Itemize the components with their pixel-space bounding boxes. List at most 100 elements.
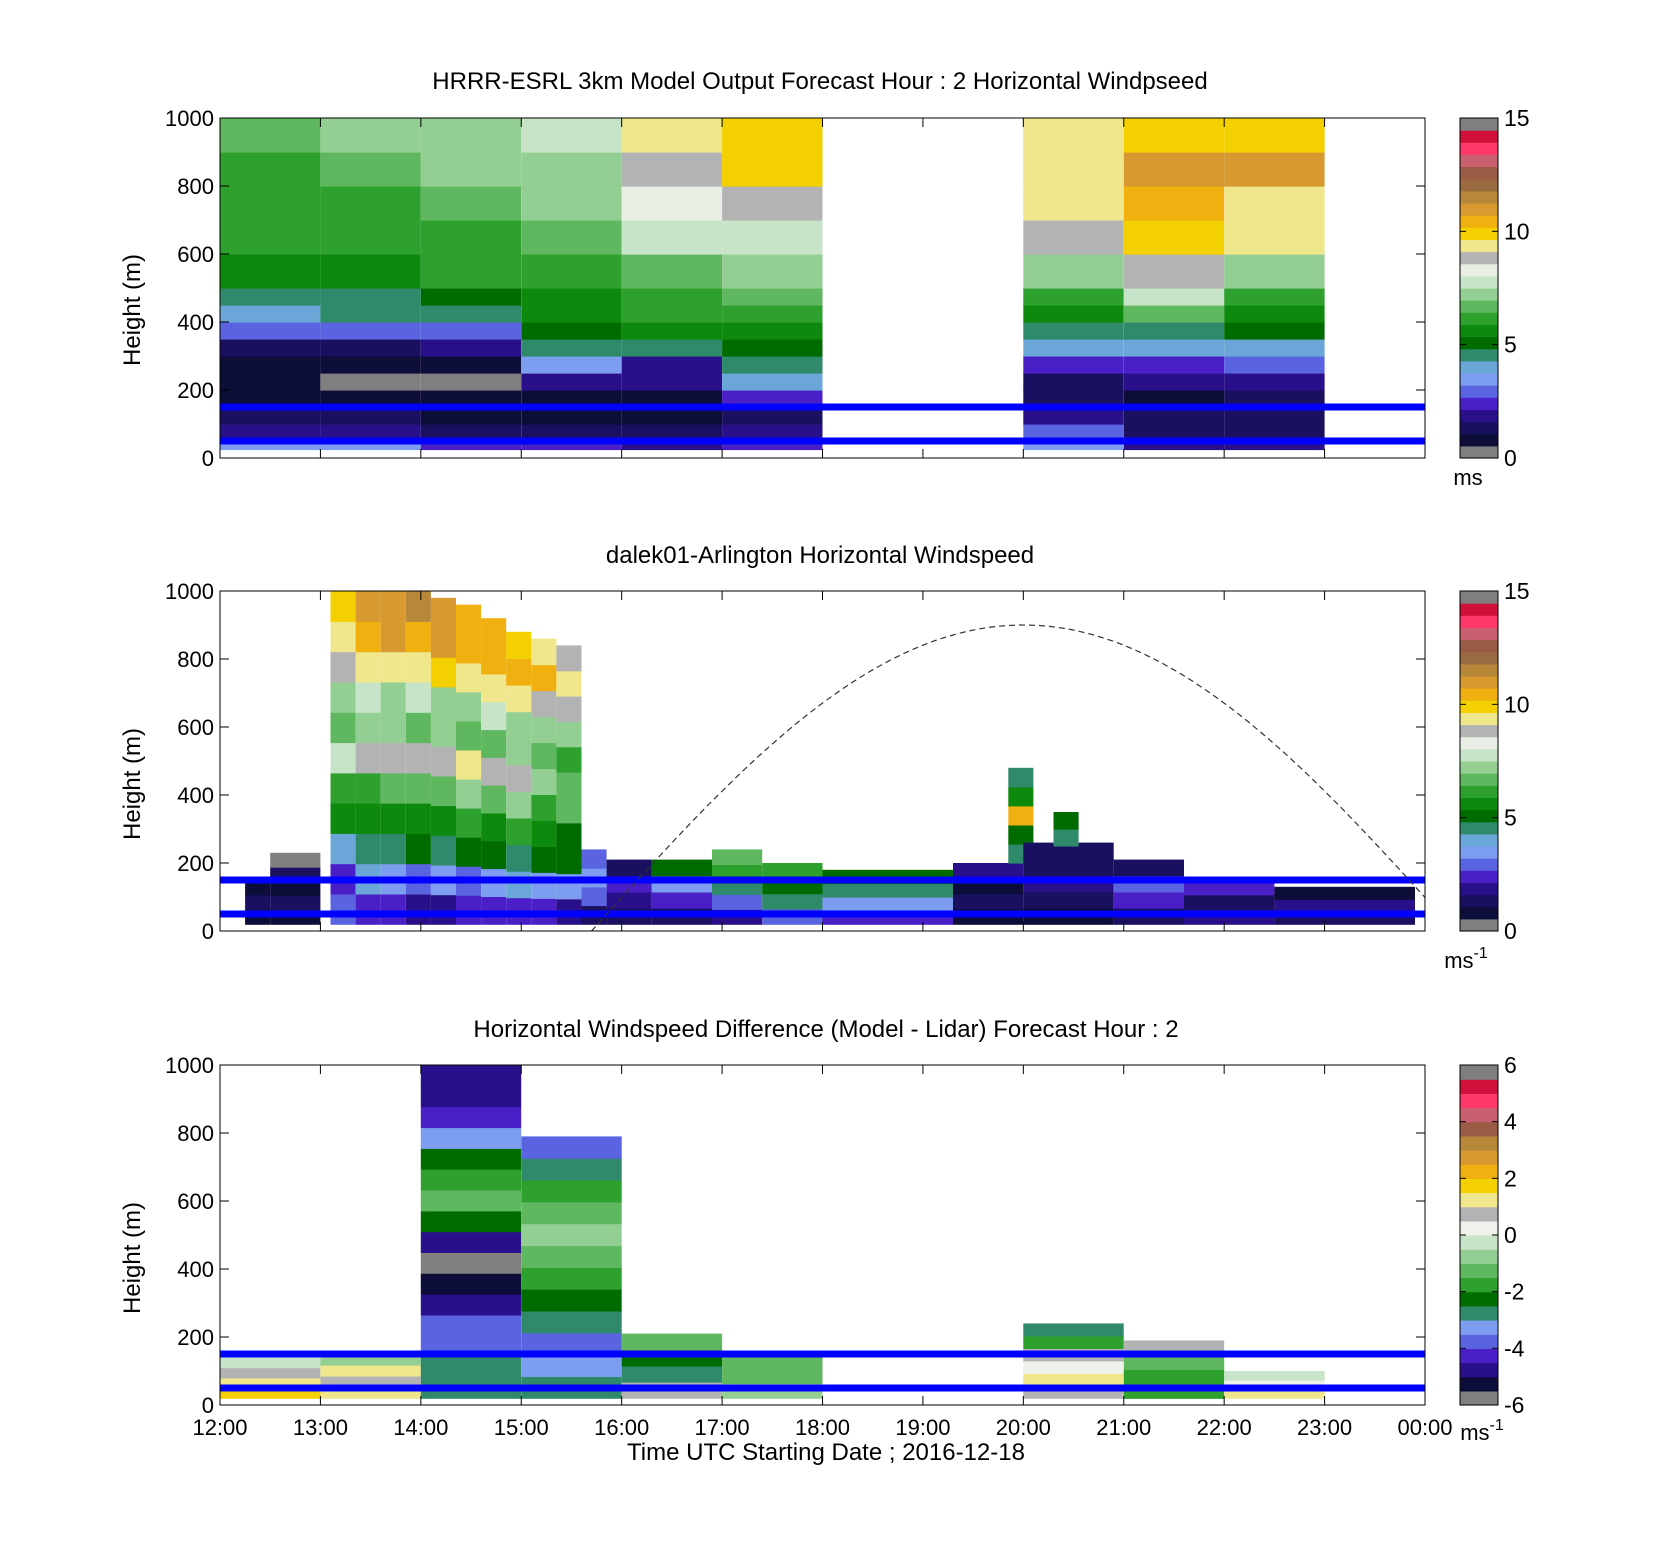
heatmap-cell	[722, 407, 823, 425]
heatmap-cell	[220, 322, 321, 340]
heatmap-cell	[220, 118, 321, 153]
y-tick-label: 800	[177, 1121, 214, 1146]
heatmap-cell	[606, 859, 652, 877]
heatmap-cell	[405, 833, 431, 865]
heatmap-cell	[220, 407, 321, 425]
x-tick-label: 17:00	[695, 1415, 750, 1440]
heatmap-cell	[722, 356, 823, 374]
y-tick-label: 200	[177, 851, 214, 876]
colorbar-swatch	[1460, 833, 1498, 847]
heatmap-cell	[1274, 886, 1415, 900]
heatmap-cell	[621, 1333, 723, 1351]
heatmap-cell	[822, 883, 953, 898]
heatmap-cell	[1008, 767, 1034, 788]
colorbar-swatch	[1460, 736, 1498, 750]
colorbar-swatch	[1460, 894, 1498, 908]
heatmap-cell	[430, 835, 456, 866]
heatmap-cell	[1224, 390, 1325, 408]
heatmap-cell	[1123, 373, 1225, 391]
heatmap-cell	[1123, 152, 1225, 187]
x-tick-label: 21:00	[1096, 1415, 1151, 1440]
colorbar-swatch	[1460, 651, 1498, 665]
heatmap-cell	[556, 696, 582, 722]
heatmap-cell	[320, 305, 421, 323]
y-tick-label: 800	[177, 174, 214, 199]
heatmap-cell	[456, 895, 482, 925]
heatmap-cell	[621, 373, 723, 391]
heatmap-cell	[722, 254, 823, 289]
heatmap-cell	[1023, 1323, 1124, 1337]
colorbar-swatch	[1460, 409, 1498, 423]
heatmap-cell	[621, 1365, 723, 1383]
heatmap-cell	[1274, 899, 1415, 913]
heatmap-cell	[621, 288, 723, 306]
colorbar-swatch	[1460, 251, 1498, 265]
heatmap-cell	[420, 1356, 522, 1378]
heatmap-cell	[320, 390, 421, 408]
colorbar-swatch	[1460, 421, 1498, 435]
heatmap-cell	[320, 373, 421, 391]
heatmap-cell	[521, 1289, 622, 1312]
heatmap-cell	[556, 772, 582, 798]
colorbar-unit: ms-1	[1460, 1417, 1504, 1445]
heatmap-cell	[405, 681, 431, 713]
heatmap-cell	[1123, 407, 1225, 425]
colorbar-swatch	[1460, 1348, 1498, 1364]
heatmap-cell	[380, 772, 406, 804]
colorbar-swatch	[1460, 1277, 1498, 1293]
heatmap-cell	[1023, 322, 1124, 340]
reference-lines	[220, 403, 1425, 445]
heatmap-cell	[521, 305, 622, 323]
colorbar-swatch	[1460, 263, 1498, 277]
heatmap-cell	[506, 738, 532, 766]
y-axis-label: Height (m)	[119, 728, 146, 840]
colorbar-swatch	[1460, 154, 1498, 168]
reference-lines	[220, 876, 1425, 918]
heatmap-cell	[1224, 118, 1325, 153]
heatmap-cell	[506, 658, 532, 686]
colorbar-swatch	[1460, 288, 1498, 301]
colorbar-swatch	[1460, 748, 1498, 762]
heatmap-cell	[1053, 829, 1079, 847]
colorbar-frame	[1459, 117, 1499, 459]
axes: 0 200 400 600 800 1000	[165, 106, 1426, 471]
colorbar-swatch	[1460, 1291, 1498, 1307]
colorbar-swatch	[1460, 906, 1498, 920]
heatmap-cell	[320, 220, 421, 255]
heatmap-cell	[1023, 356, 1124, 374]
heatmap-cell	[1224, 1371, 1325, 1381]
heatmap-cell	[481, 812, 507, 842]
heatmap-cell	[1224, 254, 1325, 289]
heatmap-cell	[722, 441, 823, 451]
heatmap-cell	[320, 407, 421, 425]
colorbar-swatch	[1460, 373, 1498, 386]
heatmap-cell	[521, 407, 622, 425]
heatmap-cell	[556, 746, 582, 773]
y-tick-label: 600	[177, 242, 214, 267]
colorbar-swatch	[1460, 603, 1498, 616]
heatmap-cell	[521, 1332, 622, 1356]
heatmap-cell	[456, 662, 482, 693]
colorbar-tick-label: 5	[1504, 332, 1517, 358]
heatmap-cell	[521, 339, 622, 357]
axes: 0 200 400 600 800 1000	[165, 579, 1426, 944]
heatmap-cell	[220, 441, 321, 451]
x-tick-label: 00:00	[1397, 1415, 1452, 1440]
heatmap-cell	[1224, 305, 1325, 323]
heatmap-cell	[420, 1065, 522, 1087]
heatmap-cell	[380, 681, 406, 713]
heatmap-cell	[481, 757, 507, 786]
colorbar-swatch	[1460, 1376, 1498, 1392]
heatmap-cell	[420, 390, 522, 408]
heatmap-cell	[405, 591, 431, 622]
heatmap-cell	[521, 1136, 622, 1159]
heatmap-cell	[220, 288, 321, 306]
heatmap-cell	[506, 817, 532, 846]
heatmap-cell	[420, 186, 522, 221]
heatmap-cell	[420, 1314, 522, 1337]
heatmap-cell	[380, 712, 406, 744]
x-tick-label: 16:00	[594, 1415, 649, 1440]
heatmap-cell	[1224, 186, 1325, 221]
y-tick-label: 0	[202, 919, 214, 944]
colorbar-swatch	[1460, 1150, 1498, 1165]
